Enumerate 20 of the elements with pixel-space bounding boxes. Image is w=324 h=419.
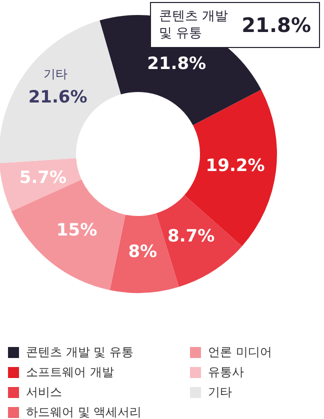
legend-label: 콘텐츠 개발 및 유통 bbox=[26, 344, 134, 360]
data-label: 15% bbox=[56, 220, 98, 241]
data-label: 19.2% bbox=[206, 156, 265, 176]
legend-label: 유통사 bbox=[208, 364, 244, 380]
data-label: 8.7% bbox=[167, 226, 215, 246]
legend-label: 하드웨어 및 액세서리 bbox=[26, 404, 142, 419]
legend-label: 소프트웨어 개발 bbox=[26, 364, 114, 380]
data-label: 5.7% bbox=[19, 168, 67, 188]
data-label: 21.6% bbox=[28, 88, 88, 108]
legend-label: 서비스 bbox=[26, 384, 62, 400]
donut-slice bbox=[0, 158, 82, 212]
callout-box: 콘텐츠 개발 및 유통 21.8% bbox=[150, 2, 320, 48]
donut-slice bbox=[0, 20, 121, 164]
legend-label: 기타 bbox=[208, 384, 232, 400]
slice-label: 콘텐츠 개발 및 유통 bbox=[159, 8, 230, 42]
slice-label: 기타 bbox=[43, 66, 68, 81]
data-label: 21.8% bbox=[147, 54, 206, 74]
legend-label: 언론 미디어 bbox=[208, 344, 272, 360]
data-label: 8% bbox=[128, 242, 158, 262]
donut-slice bbox=[156, 195, 242, 287]
